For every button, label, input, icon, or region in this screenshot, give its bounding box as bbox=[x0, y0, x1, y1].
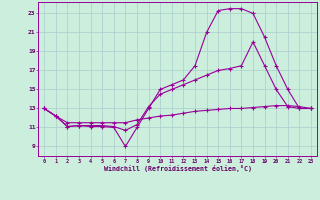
X-axis label: Windchill (Refroidissement éolien,°C): Windchill (Refroidissement éolien,°C) bbox=[104, 165, 252, 172]
